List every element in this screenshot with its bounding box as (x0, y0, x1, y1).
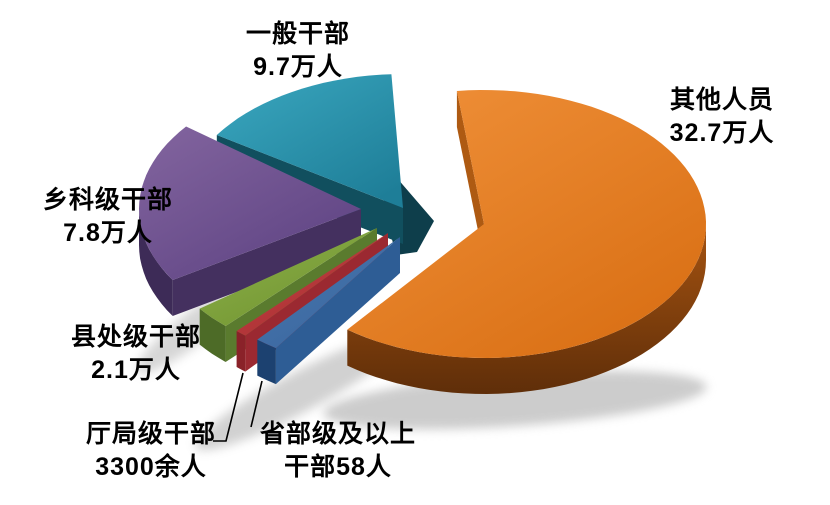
pie-label-3-line-1: 2.1万人 (91, 356, 181, 384)
pie-label-0: 一般干部 9.7万人 (183, 18, 413, 84)
slice-township-cadres[interactable] (139, 126, 361, 317)
slice-county-cadres-rim-band (199, 308, 226, 362)
pie-label-4-line-1: 3300余人 (95, 453, 207, 481)
pie-label-2-line-1: 7.8万人 (63, 219, 153, 247)
pie-label-2: 乡科级干部 7.8万人 (0, 184, 223, 250)
label-connector-1 (250, 380, 263, 428)
slice-others-edge-face (456, 91, 484, 260)
slice-bureau-cadres-top-face (236, 233, 388, 336)
slice-provincial-cadres-top-face (257, 237, 400, 349)
slice-provincial-cadres-rim-band (257, 339, 276, 385)
slice-township-cadres-rim-band (139, 209, 173, 316)
pie-label-3-line-0: 县处级干部 (70, 323, 201, 351)
pie-label-4: 厅局级干部 3300余人 (36, 418, 266, 484)
slice-provincial-cadres[interactable] (257, 237, 400, 385)
slice-others-rim-band (347, 224, 706, 394)
pie-label-5: 省部级及以上 干部58人 (223, 418, 453, 484)
slice-others[interactable] (347, 90, 706, 394)
pie-label-5-line-0: 省部级及以上 (259, 420, 416, 448)
label-connector-0 (213, 372, 244, 442)
slice-township-cadres-top-face (139, 126, 361, 280)
pie-label-2-line-0: 乡科级干部 (42, 186, 173, 214)
slice-bureau-cadres-rim-band (236, 331, 246, 372)
slice-provincial-cadres-edge-face (275, 237, 400, 385)
pie-label-3: 县处级干部 2.1万人 (21, 321, 251, 387)
pie-label-1-line-1: 32.7万人 (669, 119, 775, 147)
pie-label-0-line-0: 一般干部 (245, 20, 350, 48)
pie-label-1: 其他人员 32.7万人 (607, 84, 830, 150)
slice-township-cadres-edge-face (172, 209, 361, 316)
pie-label-5-line-1: 干部58人 (284, 453, 392, 481)
slice-general-cadres-top-face (216, 74, 403, 208)
pie-label-4-line-0: 厅局级干部 (85, 420, 216, 448)
slice-county-cadres-top-face (199, 228, 377, 326)
slice-others-top-face (347, 90, 706, 358)
pie-label-0-line-1: 9.7万人 (253, 53, 343, 81)
pie-label-1-line-0: 其他人员 (669, 86, 774, 114)
